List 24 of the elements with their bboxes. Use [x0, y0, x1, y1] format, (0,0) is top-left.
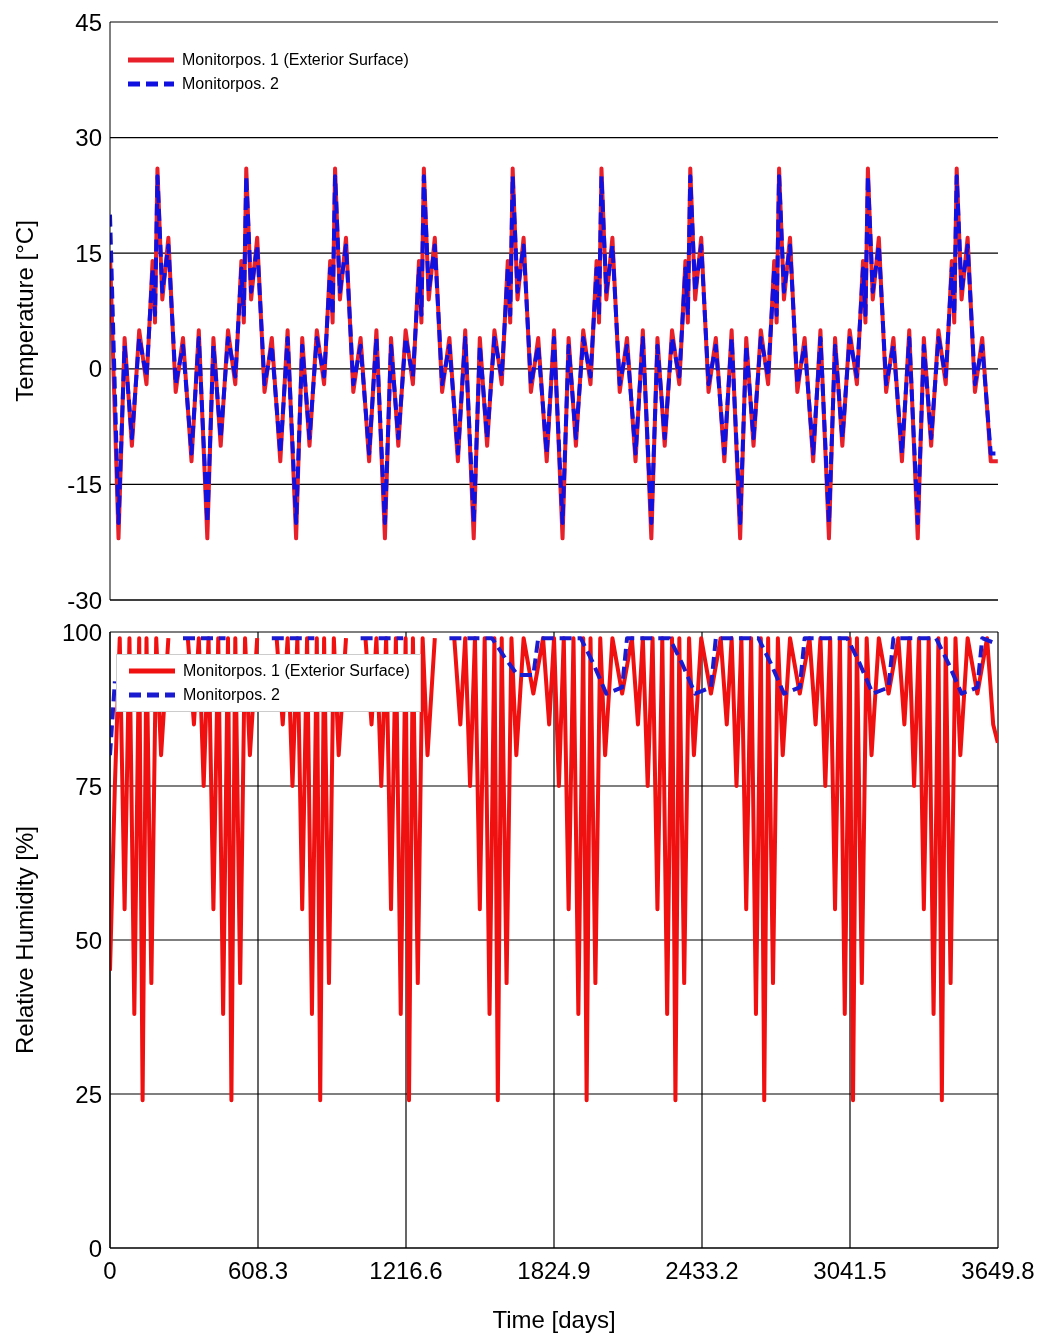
y-tick-label: 30: [75, 124, 102, 152]
x-tick-label: 1824.9: [517, 1257, 591, 1285]
y-tick-label: 25: [75, 1080, 102, 1108]
legend-label: Monitorpos. 1 (Exterior Surface): [183, 661, 410, 681]
y-tick-label: 75: [75, 772, 102, 800]
y-tick-label: 0: [88, 355, 102, 383]
y-tick-label: 0: [88, 1234, 102, 1262]
legend-label: Monitorpos. 2: [182, 74, 279, 94]
y-tick-label: 45: [75, 8, 102, 36]
x-tick-label: 2433.2: [665, 1257, 739, 1285]
y-tick-label: -15: [67, 470, 102, 498]
y-tick-label: 15: [75, 239, 102, 267]
y-tick-label: 50: [75, 926, 102, 954]
legend-label: Monitorpos. 1 (Exterior Surface): [182, 50, 409, 70]
y-axis-title: Temperature [°C]: [10, 220, 38, 402]
x-tick-label: 1216.6: [369, 1257, 443, 1285]
x-tick-label: 3649.8: [961, 1257, 1035, 1285]
y-tick-label: 100: [61, 618, 102, 646]
x-tick-label: 3041.5: [813, 1257, 887, 1285]
y-tick-label: -30: [67, 586, 102, 614]
x-tick-label: 608.3: [227, 1257, 289, 1285]
x-axis-title: Time [days]: [492, 1306, 616, 1333]
legend-label: Monitorpos. 2: [183, 685, 280, 705]
y-axis-title: Relative Humidity [%]: [10, 825, 38, 1055]
